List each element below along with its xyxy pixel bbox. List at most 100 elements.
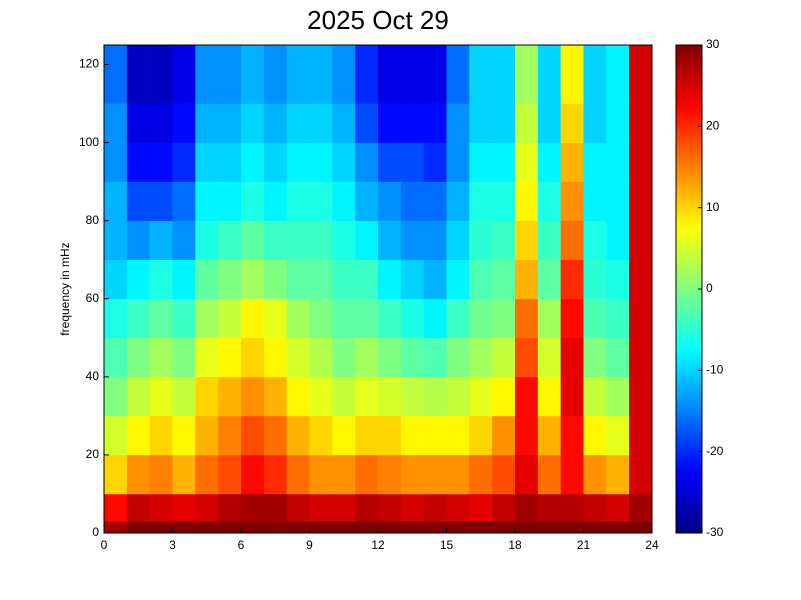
heatmap-cell xyxy=(355,521,379,534)
heatmap-cell xyxy=(378,376,402,417)
heatmap-cell xyxy=(492,45,516,104)
heatmap-cell xyxy=(560,454,584,495)
heatmap-cell xyxy=(469,103,493,143)
heatmap-cell xyxy=(263,415,287,456)
heatmap-cell xyxy=(104,415,128,456)
heatmap-cell xyxy=(515,181,539,221)
heatmap-cell xyxy=(104,103,128,143)
y-axis-label: frequency in mHz xyxy=(58,242,72,335)
heatmap-cell xyxy=(423,103,447,143)
heatmap-cell xyxy=(515,142,539,182)
heatmap-cell xyxy=(149,220,173,261)
heatmap-cell xyxy=(263,220,287,261)
heatmap-cell xyxy=(606,181,630,221)
heatmap-cell xyxy=(446,454,470,495)
heatmap-cell xyxy=(241,259,265,300)
heatmap-cell xyxy=(172,181,196,221)
heatmap-cell xyxy=(149,298,173,339)
heatmap-cell xyxy=(263,142,287,182)
heatmap-cell xyxy=(537,45,561,104)
heatmap-cell xyxy=(537,376,561,417)
heatmap-cell xyxy=(400,376,424,417)
heatmap-cell xyxy=(172,45,196,104)
heatmap-cell xyxy=(355,45,379,104)
heatmap-cell xyxy=(286,415,310,456)
heatmap-cell xyxy=(332,103,356,143)
heatmap-cell xyxy=(218,103,242,143)
heatmap-cell xyxy=(446,259,470,300)
heatmap-cell xyxy=(378,220,402,261)
heatmap-cell xyxy=(446,493,470,522)
heatmap-cell xyxy=(286,181,310,221)
colorbar-tick-label: -10 xyxy=(706,363,724,377)
heatmap-cell xyxy=(149,337,173,378)
heatmap-cell xyxy=(263,298,287,339)
heatmap-cell xyxy=(241,103,265,143)
heatmap-cell xyxy=(400,521,424,534)
heatmap-cell xyxy=(286,103,310,143)
heatmap-cell xyxy=(195,181,219,221)
heatmap-cell xyxy=(606,298,630,339)
heatmap-cell xyxy=(286,45,310,104)
heatmap-cell xyxy=(149,493,173,522)
heatmap-cell xyxy=(492,103,516,143)
heatmap-cell xyxy=(446,415,470,456)
heatmap-cell xyxy=(629,454,653,495)
heatmap-cell xyxy=(423,181,447,221)
heatmap-cell xyxy=(629,142,653,182)
heatmap-cell xyxy=(332,142,356,182)
heatmap-cell xyxy=(355,259,379,300)
colorbar-tick-label: 0 xyxy=(706,281,713,295)
heatmap-cell xyxy=(241,45,265,104)
heatmap-cell xyxy=(446,142,470,182)
heatmap-cell xyxy=(332,259,356,300)
heatmap-cell xyxy=(355,181,379,221)
heatmap-cell xyxy=(126,103,150,143)
heatmap-cell xyxy=(515,415,539,456)
heatmap-cell xyxy=(149,376,173,417)
heatmap-cell xyxy=(172,220,196,261)
heatmap-cell xyxy=(309,298,333,339)
x-tick-label: 0 xyxy=(101,538,108,552)
heatmap-cell xyxy=(126,45,150,104)
heatmap-cell xyxy=(378,298,402,339)
heatmap-cell xyxy=(629,415,653,456)
heatmap-cell xyxy=(126,521,150,534)
heatmap-cell xyxy=(423,454,447,495)
heatmap-cell xyxy=(469,454,493,495)
heatmap-cell xyxy=(423,220,447,261)
heatmap-cell xyxy=(241,493,265,522)
heatmap-cell xyxy=(606,521,630,534)
heatmap-cell xyxy=(469,337,493,378)
x-tick-label: 6 xyxy=(238,538,245,552)
heatmap-cell xyxy=(378,337,402,378)
heatmap-cell xyxy=(423,259,447,300)
heatmap-cell xyxy=(400,454,424,495)
heatmap-cell xyxy=(469,181,493,221)
heatmap-cell xyxy=(378,103,402,143)
heatmap-cell xyxy=(104,376,128,417)
heatmap-cell xyxy=(492,259,516,300)
heatmap-cell xyxy=(515,298,539,339)
heatmap-cell xyxy=(606,454,630,495)
heatmap-cell xyxy=(126,376,150,417)
heatmap-cell xyxy=(606,103,630,143)
heatmap-cell xyxy=(104,142,128,182)
heatmap-cell xyxy=(218,298,242,339)
heatmap-cell xyxy=(104,493,128,522)
heatmap-cell xyxy=(629,45,653,104)
y-tick-label: 60 xyxy=(86,291,100,305)
heatmap-cell xyxy=(537,493,561,522)
heatmap-cell xyxy=(172,376,196,417)
heatmap-cell xyxy=(355,454,379,495)
heatmap-cell xyxy=(286,142,310,182)
heatmap-cell xyxy=(583,521,607,534)
heatmap-cell xyxy=(263,259,287,300)
heatmap-cell xyxy=(286,493,310,522)
heatmap-cell xyxy=(218,521,242,534)
colorbar-tick-label: 30 xyxy=(706,37,720,51)
heatmap-cell xyxy=(515,337,539,378)
heatmap-cell xyxy=(149,415,173,456)
heatmap-cell xyxy=(492,142,516,182)
